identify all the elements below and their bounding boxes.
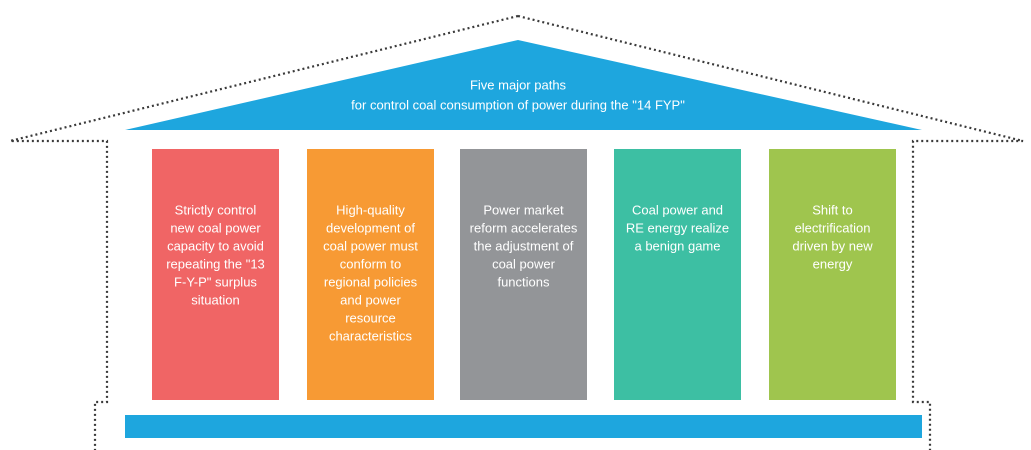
pillar-text: energy xyxy=(813,256,853,271)
pillar-text: reform accelerates xyxy=(470,220,578,235)
pillar-text: functions xyxy=(497,274,550,289)
pillar-text: capacity to avoid xyxy=(167,238,264,253)
pillar-text: electrification xyxy=(795,220,871,235)
pillar-text: High-quality xyxy=(336,202,405,217)
pillar xyxy=(307,149,434,400)
pillar-text: driven by new xyxy=(792,238,873,253)
pillar-text: a benign game xyxy=(634,238,720,253)
house-outline-right xyxy=(517,14,1024,450)
roof xyxy=(125,40,922,130)
pillar-text: characteristics xyxy=(329,328,413,343)
pillar-text: regional policies xyxy=(324,274,418,289)
pillar-text: new coal power xyxy=(170,220,261,235)
pillar-text: Power market xyxy=(483,202,564,217)
pillar-text: coal power must xyxy=(323,238,418,253)
pillar-text: repeating the "13 xyxy=(166,256,265,271)
pillar-text: coal power xyxy=(492,256,556,271)
house-outline-left xyxy=(9,14,519,450)
pillar-text: and power xyxy=(340,292,401,307)
pillar-text: resource xyxy=(345,310,396,325)
pillar-text: F-Y-P" surplus xyxy=(174,274,257,289)
roof-title: Five major paths xyxy=(470,77,567,92)
base xyxy=(125,415,922,438)
pillar-text: RE energy realize xyxy=(626,220,729,235)
pillar-text: Shift to xyxy=(812,202,852,217)
pillar xyxy=(460,149,587,400)
pillar-text: Strictly control xyxy=(175,202,257,217)
pillar-text: the adjustment of xyxy=(474,238,574,253)
pillar-text: conform to xyxy=(340,256,401,271)
pillar-text: development of xyxy=(326,220,415,235)
pillar xyxy=(769,149,896,400)
pillar-text: Coal power and xyxy=(632,202,723,217)
pillar xyxy=(614,149,741,400)
pillar xyxy=(152,149,279,400)
roof-title: for control coal consumption of power du… xyxy=(351,97,685,112)
pillar-text: situation xyxy=(191,292,239,307)
content: Five major paths for control coal consump… xyxy=(152,77,896,400)
